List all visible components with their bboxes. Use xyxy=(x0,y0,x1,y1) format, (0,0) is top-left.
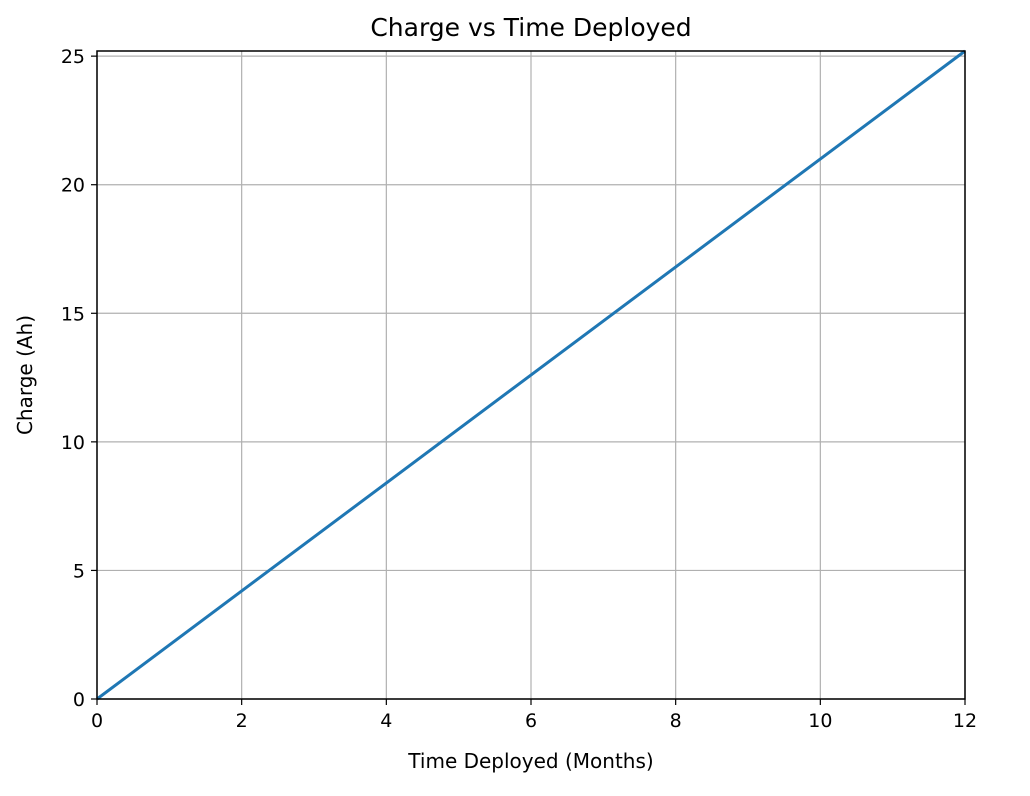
y-tick-label: 10 xyxy=(61,432,85,454)
y-axis-label: Charge (Ah) xyxy=(13,315,37,435)
y-tick-label: 20 xyxy=(61,175,85,197)
y-tick-label: 25 xyxy=(61,46,85,68)
x-tick-label: 2 xyxy=(236,710,248,732)
y-tick-label: 15 xyxy=(61,303,85,325)
chart-title: Charge vs Time Deployed xyxy=(370,13,691,42)
y-axis-ticks: 0 5 10 15 20 25 xyxy=(61,46,97,711)
series-group xyxy=(96,49,966,701)
x-axis-label: Time Deployed (Months) xyxy=(407,749,653,773)
y-tick-label: 5 xyxy=(73,560,85,582)
x-axis-ticks: 0 2 4 6 8 10 12 xyxy=(91,699,977,732)
x-tick-label: 4 xyxy=(380,710,392,732)
x-tick-label: 0 xyxy=(91,710,103,732)
x-tick-label: 10 xyxy=(808,710,832,732)
x-tick-label: 6 xyxy=(525,710,537,732)
y-tick-label: 0 xyxy=(73,689,85,711)
x-tick-label: 8 xyxy=(670,710,682,732)
x-tick-label: 12 xyxy=(953,710,977,732)
series-line xyxy=(96,49,966,701)
